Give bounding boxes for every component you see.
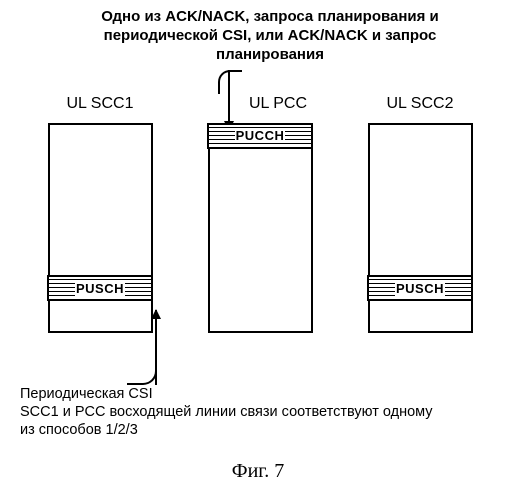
carrier-pcc-box: PUCCH [208, 123, 313, 333]
carrier-pcc-channel-text: PUCCH [235, 128, 286, 143]
carrier-scc2-box: PUSCH [368, 123, 473, 333]
carrier-pcc-label: UL PCC [249, 95, 307, 117]
bottom-caption-line1: Периодическая CSI [20, 385, 440, 403]
carrier-scc1-label: UL SCC1 [67, 95, 134, 117]
carrier-scc2-label: UL SCC2 [387, 95, 454, 117]
carrier-pcc: UL PCC PUCCH [200, 95, 320, 375]
bottom-caption: Периодическая CSI SCC1 и PCC восходящей … [20, 385, 440, 439]
carrier-row: UL SCC1 PUSCH UL PCC PUCCH UL SCC2 PUSCH [40, 95, 480, 375]
figure-label: Фиг. 7 [0, 460, 516, 483]
carrier-scc2-channel-text: PUSCH [395, 281, 445, 296]
carrier-scc2: UL SCC2 PUSCH [360, 95, 480, 375]
carrier-scc1-channel-text: PUSCH [75, 281, 125, 296]
carrier-scc1: UL SCC1 PUSCH [40, 95, 160, 375]
carrier-scc1-box: PUSCH [48, 123, 153, 333]
carrier-scc1-channel: PUSCH [47, 275, 153, 301]
arrow-to-pusch [155, 310, 157, 385]
carrier-pcc-channel: PUCCH [207, 123, 313, 149]
bottom-caption-line2: SCC1 и PCC восходящей линии связи соотве… [20, 403, 440, 439]
carrier-scc2-channel: PUSCH [367, 275, 473, 301]
top-caption: Одно из ACK/NACK, запроса планирования и… [60, 8, 480, 64]
